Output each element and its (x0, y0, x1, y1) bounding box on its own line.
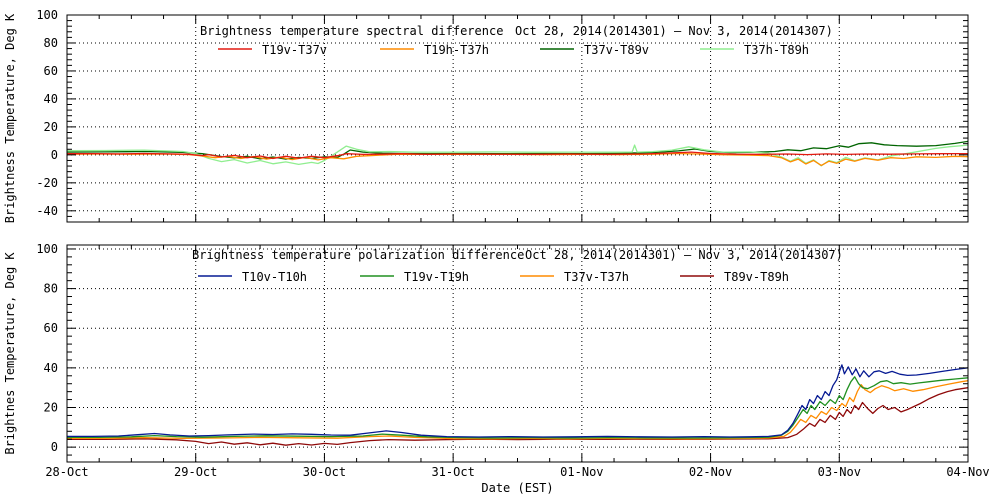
top-ytick-label: 20 (44, 120, 58, 134)
top-legend: T19v-T37v T19h-T37h T37v-T89v T37h-T89h (218, 43, 809, 57)
top-ytick-label: 100 (36, 8, 58, 22)
bottom-series-line-T10v-T10h (67, 364, 968, 438)
x-tick-label: 02-Nov (689, 465, 732, 479)
top-legend-item-T37v-T89v: T37v-T89v (540, 43, 649, 57)
bottom-title: Brightness temperature polarization diff… (192, 248, 524, 262)
top-legend-item-T37h-T89h: T37h-T89h (700, 43, 809, 57)
bottom-ytick-label: 100 (36, 242, 58, 256)
bottom-legend-item-T89v-T89h: T89v-T89h (680, 270, 789, 284)
bottom-y-axis-title: Brightnes Temperature, Deg K (3, 252, 17, 455)
bottom-ytick-label: 40 (44, 361, 58, 375)
bottom-ytick-label: 20 (44, 401, 58, 415)
bottom-series-line-T89v-T89h (67, 387, 968, 446)
top-legend-item-T19v-T37v: T19v-T37v (218, 43, 327, 57)
top-date-range: Oct 28, 2014(2014301) – Nov 3, 2014(2014… (515, 24, 833, 38)
top-series-line-T37v-T89v (67, 140, 968, 160)
legend-label: T89v-T89h (724, 270, 789, 284)
top-ytick-label: -20 (36, 176, 58, 190)
bottom-legend-item-T19v-T19h: T19v-T19h (360, 270, 469, 284)
top-title: Brightness temperature spectral differen… (200, 24, 503, 38)
top-series-lines (67, 140, 968, 167)
bottom-legend-item-T10v-T10h: T10v-T10h (198, 270, 307, 284)
bottom-plot-frame (66, 244, 969, 463)
x-tick-label: 01-Nov (560, 465, 603, 479)
top-gridlines (67, 15, 968, 222)
top-series-line-T19v-T37v (67, 151, 968, 160)
bottom-panel: 0 20 40 60 80 100 Brightness temperature polar… (3, 242, 990, 495)
bottom-legend: T10v-T10h T19v-T19h T37v-T37h T89v-T89h (198, 270, 789, 284)
bottom-ticks (66, 245, 969, 462)
x-tick-label: 03-Nov (818, 465, 861, 479)
top-ytick-label: 40 (44, 92, 58, 106)
legend-label: T37h-T89h (744, 43, 809, 57)
top-legend-item-T19h-T37h: T19h-T37h (380, 43, 489, 57)
legend-label: T19v-T37v (262, 43, 327, 57)
x-tick-label: 04-Nov (946, 465, 989, 479)
bottom-series-line-T37v-T37h (67, 380, 968, 440)
x-tick-label: 31-Oct (431, 465, 474, 479)
top-y-axis-title: Brightness Temperature, Deg K (3, 13, 17, 223)
top-ytick-label: 0 (51, 148, 58, 162)
x-tick-labels: 28-Oct 29-Oct 30-Oct 31-Oct 01-Nov 02-Nov 03-N… (45, 465, 989, 479)
x-tick-label: 29-Oct (174, 465, 217, 479)
top-panel: -40 -20 0 20 40 60 80 100 Brightness temperature… (3, 8, 969, 223)
legend-label: T10v-T10h (242, 270, 307, 284)
legend-label: T37v-T37h (564, 270, 629, 284)
top-ytick-labels: -40 -20 0 20 40 60 80 100 (36, 8, 58, 218)
bottom-ytick-label: 80 (44, 282, 58, 296)
x-axis-title: Date (EST) (481, 481, 553, 495)
legend-label: T37v-T89v (584, 43, 649, 57)
top-series-line-T37h-T89h (67, 144, 968, 167)
bottom-date-range: Oct 28, 2014(2014301) – Nov 3, 2014(2014… (525, 248, 843, 262)
bottom-ytick-label: 60 (44, 321, 58, 335)
bottom-ytick-label: 0 (51, 440, 58, 454)
legend-label: T19v-T19h (404, 270, 469, 284)
top-ytick-label: -40 (36, 204, 58, 218)
bottom-series-lines (67, 364, 968, 446)
legend-label: T19h-T37h (424, 43, 489, 57)
x-tick-label: 28-Oct (45, 465, 88, 479)
top-ticks (66, 14, 969, 223)
bottom-gridlines (67, 245, 968, 462)
top-ytick-label: 60 (44, 64, 58, 78)
x-tick-label: 30-Oct (303, 465, 346, 479)
top-plot-frame (66, 14, 969, 223)
top-ytick-label: 80 (44, 36, 58, 50)
bottom-legend-item-T37v-T37h: T37v-T37h (520, 270, 629, 284)
bottom-series-line-T19v-T19h (67, 376, 968, 439)
bottom-ytick-labels: 0 20 40 60 80 100 (36, 242, 58, 454)
